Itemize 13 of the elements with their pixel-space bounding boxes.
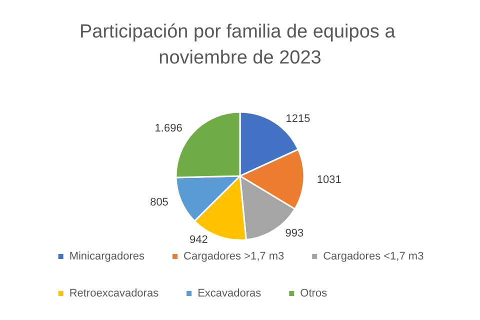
legend-label: Cargadores >1,7 m3 — [184, 250, 284, 262]
data-label: 1215 — [286, 112, 310, 125]
legend-label: Retroexcavadoras — [69, 288, 160, 300]
data-label: 805 — [150, 196, 168, 209]
data-label: 1.696 — [154, 122, 182, 134]
data-label: 993 — [285, 228, 304, 240]
data-label: 1031 — [316, 174, 342, 186]
legend-label: Otros — [300, 288, 328, 300]
chart-title: Participación por familia de equipos a noviembre de 2023 — [79, 22, 401, 68]
legend-label: Minicargadores — [69, 250, 146, 262]
legend-label: Cargadores <1,7 m3 — [323, 250, 424, 262]
data-label: 942 — [190, 234, 208, 246]
legend-label: Excavadoras — [198, 288, 262, 300]
